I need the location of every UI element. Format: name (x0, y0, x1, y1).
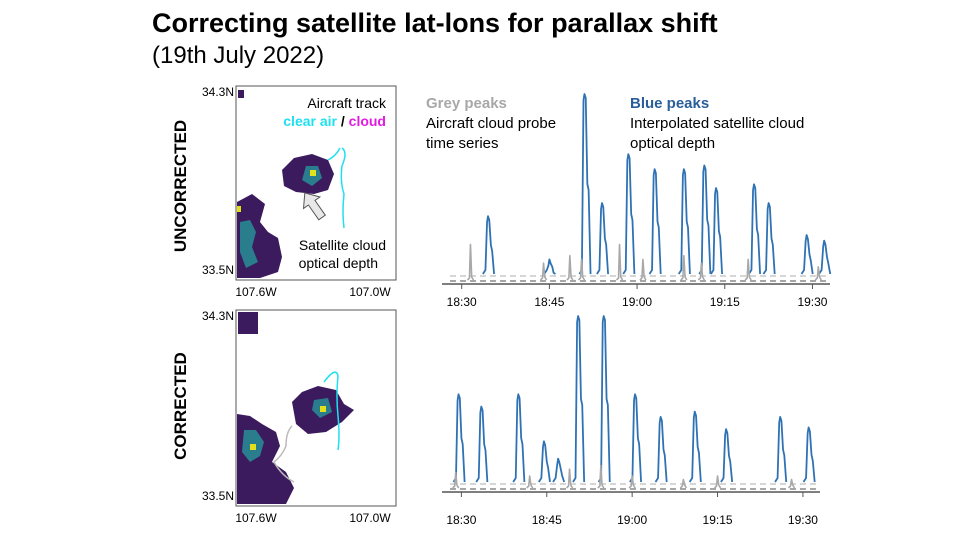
grey-peak (526, 475, 534, 489)
blue-peak (538, 440, 551, 483)
timeseries-corrected: 18:30 18:45 19:00 19:15 19:30 (442, 315, 820, 527)
y-tick-bottom: 33.5N (202, 263, 234, 277)
blue-peak (572, 315, 586, 483)
x-tick-left: 107.6W (235, 285, 277, 298)
grey-peak (787, 478, 796, 489)
series-legend: Grey peaks Aircraft cloud probe time ser… (426, 95, 804, 152)
label-aircraft-track: Aircraft track (307, 95, 387, 111)
x-tick-label: 18:45 (532, 513, 562, 527)
x-tick-label: 18:45 (534, 295, 564, 309)
map-corrected: 34.3N 33.5N 107.6W 107.0W (202, 309, 397, 525)
grey-peak (713, 475, 722, 489)
label-clear-air-cloud: clear air / cloud (283, 113, 386, 129)
x-tick-label: 19:00 (617, 513, 647, 527)
map-cloud-cells (237, 312, 354, 504)
grey-peak (597, 464, 605, 489)
grey-peak (565, 468, 574, 489)
grey-peak (628, 475, 636, 489)
blue-peak (710, 187, 723, 275)
grey-peak (577, 258, 586, 281)
blue-peak (543, 258, 556, 275)
blue-peak (802, 426, 816, 483)
grey-peak (814, 266, 822, 281)
x-tick-label: 19:00 (622, 295, 652, 309)
x-tick-left: 107.6W (235, 511, 277, 525)
timeseries-uncorrected: 18:30 18:45 19:00 19:15 19:30 (442, 93, 832, 309)
legend-grey-title: Grey peaks (426, 95, 507, 112)
grey-peak (680, 254, 688, 281)
label-cloud: cloud (349, 113, 386, 129)
x-tick-label: 18:30 (447, 295, 477, 309)
blue-peak (654, 416, 668, 483)
x-tick-label: 18:30 (446, 513, 476, 527)
y-tick-top: 34.3N (202, 85, 234, 99)
map-cloud-cells (237, 90, 334, 278)
series-blue (482, 93, 832, 275)
blue-peak (629, 393, 642, 483)
blue-peak (596, 202, 609, 275)
legend-blue-line2: optical depth (630, 135, 715, 152)
grey-peak (452, 471, 460, 489)
label-clear-air: clear air (283, 113, 337, 129)
satellite-arrow (302, 192, 327, 221)
page-title: Correcting satellite lat-lons for parall… (152, 8, 718, 38)
blue-peak (552, 457, 566, 483)
x-tick-right: 107.0W (349, 285, 391, 298)
series-grey (452, 464, 796, 489)
blue-peak (578, 93, 592, 275)
blue-peak (597, 315, 611, 483)
map-uncorrected: Aircraft track clear air / cloud Satelli… (202, 85, 397, 298)
blue-peak (688, 410, 702, 483)
blue-peak (698, 164, 712, 275)
legend-blue-line1: Interpolated satellite cloud (630, 115, 804, 132)
x-tick-label: 19:15 (710, 295, 740, 309)
grey-peak (679, 478, 688, 489)
row-label-uncorrected: UNCORRECTED (171, 119, 190, 253)
legend-grey-line1: Aircraft cloud probe (426, 115, 556, 132)
blue-peak (800, 234, 814, 275)
grey-peak (697, 262, 706, 281)
blue-peak (622, 153, 636, 275)
aircraft-track (323, 371, 340, 451)
grey-peak (615, 243, 624, 281)
blue-peak (648, 168, 662, 275)
blue-peak (512, 393, 526, 483)
grey-peak (744, 258, 752, 281)
series-grey (466, 243, 822, 281)
grey-peak (566, 254, 574, 281)
label-separator: / (341, 113, 345, 129)
x-tick-right: 107.0W (349, 511, 391, 525)
page-subtitle: (19th July 2022) (152, 42, 325, 69)
blue-peak (762, 202, 776, 275)
y-tick-bottom: 33.5N (202, 489, 234, 503)
grey-peak (539, 262, 548, 281)
legend-blue-title: Blue peaks (630, 95, 709, 112)
label-satellite-2: optical depth (299, 255, 378, 271)
blue-peak (452, 393, 466, 483)
grey-peak (466, 243, 475, 281)
blue-peak (482, 215, 495, 275)
series-blue (452, 315, 816, 483)
blue-peak (677, 168, 691, 275)
blue-peak (774, 416, 788, 483)
blue-peak (720, 428, 734, 483)
label-satellite-1: Satellite cloud (299, 237, 386, 253)
legend-grey-line2: time series (426, 135, 499, 152)
blue-peak (748, 183, 761, 275)
x-tick-label: 19:30 (788, 513, 818, 527)
blue-peak (818, 239, 832, 275)
x-tick-label: 19:15 (703, 513, 733, 527)
x-tick-label: 19:30 (797, 295, 827, 309)
row-label-corrected: CORRECTED (171, 352, 190, 460)
grey-peak (639, 258, 647, 281)
aircraft-track (340, 147, 346, 229)
y-tick-top: 34.3N (202, 309, 234, 323)
blue-peak (475, 405, 489, 483)
